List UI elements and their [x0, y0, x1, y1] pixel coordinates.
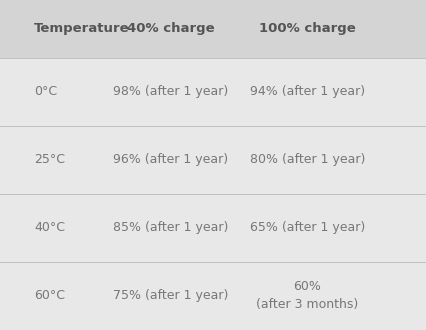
Text: 60%
(after 3 months): 60% (after 3 months): [256, 280, 358, 312]
Text: 94% (after 1 year): 94% (after 1 year): [249, 85, 364, 98]
Text: 85% (after 1 year): 85% (after 1 year): [113, 221, 228, 234]
Text: 98% (after 1 year): 98% (after 1 year): [113, 85, 228, 98]
Text: 96% (after 1 year): 96% (after 1 year): [113, 153, 228, 166]
Text: 25°C: 25°C: [34, 153, 65, 166]
Text: 60°C: 60°C: [34, 289, 65, 303]
Text: 40% charge: 40% charge: [127, 22, 214, 35]
Bar: [0, 0, 426, 58]
Text: 65% (after 1 year): 65% (after 1 year): [249, 221, 364, 234]
Text: 75% (after 1 year): 75% (after 1 year): [113, 289, 228, 303]
Text: 40°C: 40°C: [34, 221, 65, 234]
Text: Temperature: Temperature: [34, 22, 130, 35]
Text: 100% charge: 100% charge: [259, 22, 355, 35]
Text: 0°C: 0°C: [34, 85, 57, 98]
Text: 80% (after 1 year): 80% (after 1 year): [249, 153, 364, 166]
